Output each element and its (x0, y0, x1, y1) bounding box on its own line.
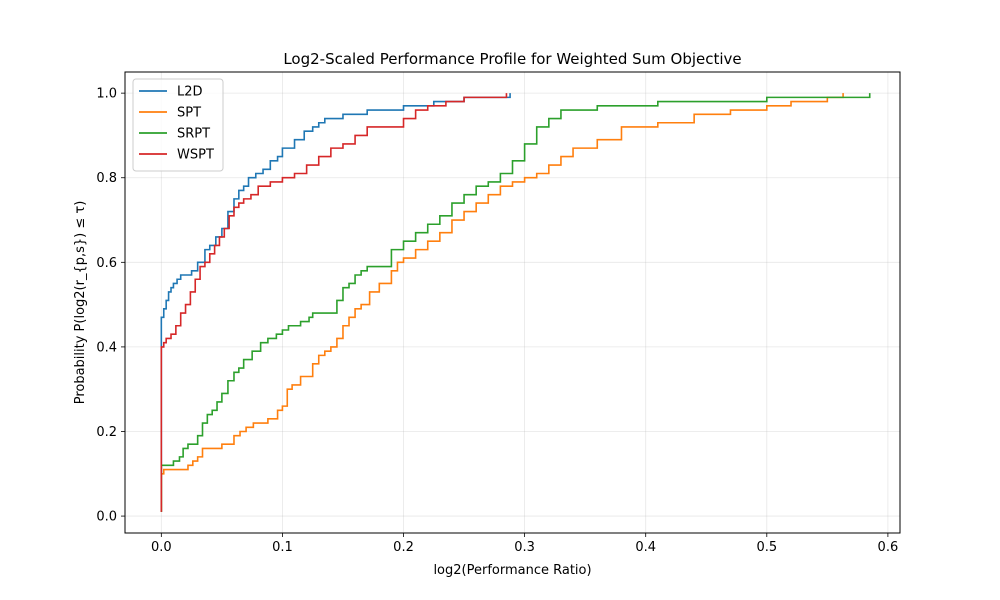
x-tick-label: 0.1 (272, 540, 293, 555)
legend-label: SRPT (177, 127, 210, 142)
y-tick-label: 0.0 (96, 510, 117, 525)
series-lines (160, 93, 871, 512)
grid-lines (125, 72, 900, 533)
axis-ticks: 0.0 0.1 0.2 0.3 0.4 0.5 0.6 0.0 0.2 0.4 0.6 0.8 1.0 (96, 87, 898, 555)
plot-frame (124, 71, 901, 534)
x-tick-label: 0.3 (514, 540, 535, 555)
y-axis-title: Probability P(log2(r_{p,s}) ≤ τ) (73, 201, 88, 405)
legend: L2D SPT SRPT WSPT (132, 78, 224, 172)
x-tick-label: 0.0 (151, 540, 172, 555)
series-line-srpt (160, 93, 871, 512)
y-tick-label: 0.8 (96, 171, 117, 186)
y-tick-label: 1.0 (96, 87, 117, 102)
series-line-spt (160, 93, 844, 512)
legend-label: L2D (177, 85, 203, 100)
y-tick-label: 0.2 (96, 425, 117, 440)
x-tick-label: 0.4 (635, 540, 656, 555)
x-tick-label: 0.6 (878, 540, 899, 555)
x-axis-title: log2(Performance Ratio) (433, 563, 591, 578)
series-line-wspt (160, 93, 508, 512)
y-tick-label: 0.6 (96, 256, 117, 271)
legend-label: SPT (177, 106, 201, 121)
x-tick-label: 0.5 (756, 540, 777, 555)
chart-title: Log2-Scaled Performance Profile for Weig… (283, 50, 741, 68)
x-tick-label: 0.2 (393, 540, 414, 555)
y-tick-label: 0.4 (96, 340, 117, 355)
legend-label: WSPT (177, 148, 214, 163)
legend-frame (132, 78, 224, 172)
series-line-l2d (160, 93, 511, 512)
